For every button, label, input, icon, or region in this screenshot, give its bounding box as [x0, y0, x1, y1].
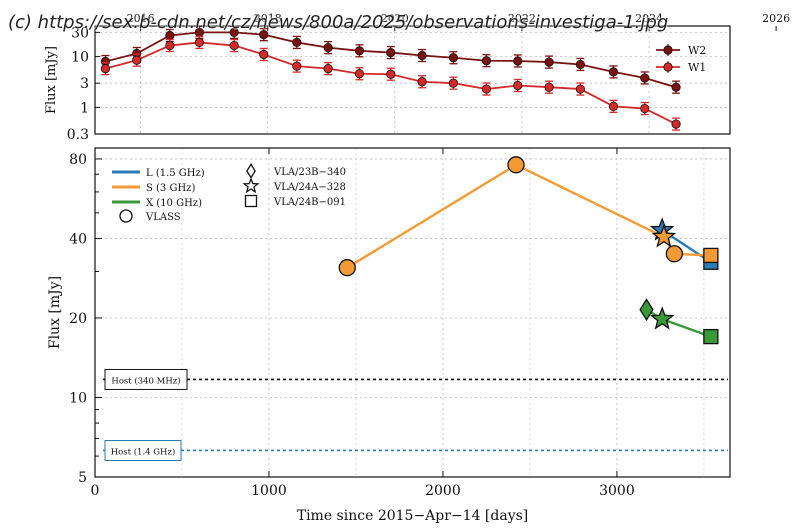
y-tick-label: 5 [78, 470, 87, 486]
data-point-w2 [323, 43, 333, 53]
data-point-x-diamond [639, 298, 654, 322]
data-point-w1 [100, 64, 111, 74]
data-point-w1 [132, 55, 142, 65]
y-tick-label: 80 [69, 152, 87, 168]
data-point-w2 [292, 37, 302, 48]
top-date-tick-label: 2026 [762, 12, 790, 25]
top-y-tick-label: 10 [71, 50, 89, 66]
y-tick-label: 20 [69, 311, 87, 327]
data-point-w2 [608, 67, 619, 77]
top-date-tick-label: 2022 [508, 12, 536, 25]
legend-marker-w1 [663, 62, 673, 72]
x-tick-label: 1000 [251, 483, 287, 499]
data-point-w1 [259, 49, 269, 60]
legend-vlass-marker [119, 209, 133, 223]
bottom-y-axis-label: Flux [mJy] [47, 276, 63, 349]
data-point-w1 [448, 78, 458, 88]
x-tick-label: 0 [91, 483, 100, 499]
y-tick-label: 40 [69, 231, 87, 247]
data-point-w1 [323, 64, 333, 74]
data-point-w2 [448, 53, 458, 63]
watermark-text: (c) https://sex.b-cdn.net/cz/news/800a/2… [8, 12, 669, 33]
data-point-w1 [386, 69, 396, 79]
data-point-w1 [608, 101, 619, 111]
data-point-s-star [651, 224, 677, 248]
data-point-w2 [417, 50, 427, 61]
bottom-axes-frame [94, 147, 731, 478]
legend-label-w1: W1 [688, 61, 706, 74]
x-tick-label: 2000 [425, 483, 461, 499]
top-y-tick-label: 30 [71, 25, 89, 41]
data-point-w1 [671, 119, 681, 129]
legend-program-label: VLA/24B−091 [273, 197, 346, 208]
data-point-w1 [513, 80, 523, 91]
data-point-w1 [229, 40, 239, 51]
data-point-w1 [292, 61, 302, 71]
top-date-tick-label: 2024 [635, 12, 663, 25]
data-point-x-star [649, 306, 675, 330]
data-point-w2 [386, 47, 396, 58]
data-point-w1 [544, 82, 554, 92]
legend-band-label: L (1.5 GHz) [146, 168, 205, 179]
top-axes-frame [94, 25, 731, 135]
data-point-w1 [194, 37, 204, 48]
data-point-w2 [640, 73, 650, 83]
data-point-s-square [703, 247, 719, 264]
bottom-plot-area [95, 148, 730, 477]
host-label-box [104, 439, 182, 461]
host-label-box [104, 368, 188, 390]
legend-program-marker-star [242, 176, 260, 194]
x-axis-label: Time since 2015−Apr−14 [days] [297, 508, 529, 524]
top-y-tick-label: 3 [80, 76, 89, 92]
data-point-w1 [417, 77, 427, 87]
legend-program-label: VLA/23B−340 [273, 167, 346, 178]
data-point-w2 [259, 30, 269, 40]
data-point-w2 [575, 59, 585, 70]
data-point-w2 [354, 46, 365, 56]
data-point-x-square [703, 328, 719, 345]
host-label-text: Host (340 MHz) [111, 375, 180, 386]
top-panel: 0.3 1 3 10 30 2016 2018 2020 2022 2024 2026 W2 W1 Flu… [44, 12, 790, 143]
data-point-w2 [671, 82, 681, 92]
y-tick-label: 10 [69, 390, 87, 406]
data-point-w2 [229, 27, 239, 37]
data-point-w2 [544, 57, 554, 67]
data-point-s-circle [507, 156, 525, 174]
bottom-panel: 0 1000 2000 3000 5 10 20 40 80 Host (340 MHz) Host… [47, 147, 731, 524]
data-point-w1 [481, 84, 492, 94]
top-y-tick-label: 0.3 [67, 127, 89, 143]
data-point-w1 [575, 84, 585, 94]
top-y-tick-label: 1 [80, 100, 89, 116]
data-point-w2 [513, 56, 523, 66]
data-point-s-circle [665, 245, 683, 263]
x-tick-label: 3000 [599, 483, 635, 499]
data-point-w1 [354, 69, 365, 79]
legend-program-marker-square [244, 194, 258, 208]
top-date-tick-label: 2018 [254, 12, 282, 25]
host-label-text: Host (1.4 GHz) [111, 446, 176, 457]
data-point-s-circle [338, 259, 356, 277]
top-date-tick-label: 2020 [381, 12, 409, 25]
data-point-w1 [165, 40, 175, 51]
top-y-axis-label: Flux [mJy] [44, 46, 59, 114]
legend-band-label: X (10 GHz) [146, 198, 202, 209]
legend-program-label: VLA/24A−328 [273, 182, 346, 193]
legend-band-label: S (3 GHz) [146, 183, 195, 194]
legend-label-w2: W2 [688, 44, 706, 57]
legend-marker-w2 [663, 45, 673, 55]
legend-vlass-label: VLASS [145, 212, 181, 223]
top-date-tick-label: 2016 [127, 12, 155, 25]
data-point-w1 [640, 103, 650, 114]
data-point-w2 [481, 56, 492, 66]
